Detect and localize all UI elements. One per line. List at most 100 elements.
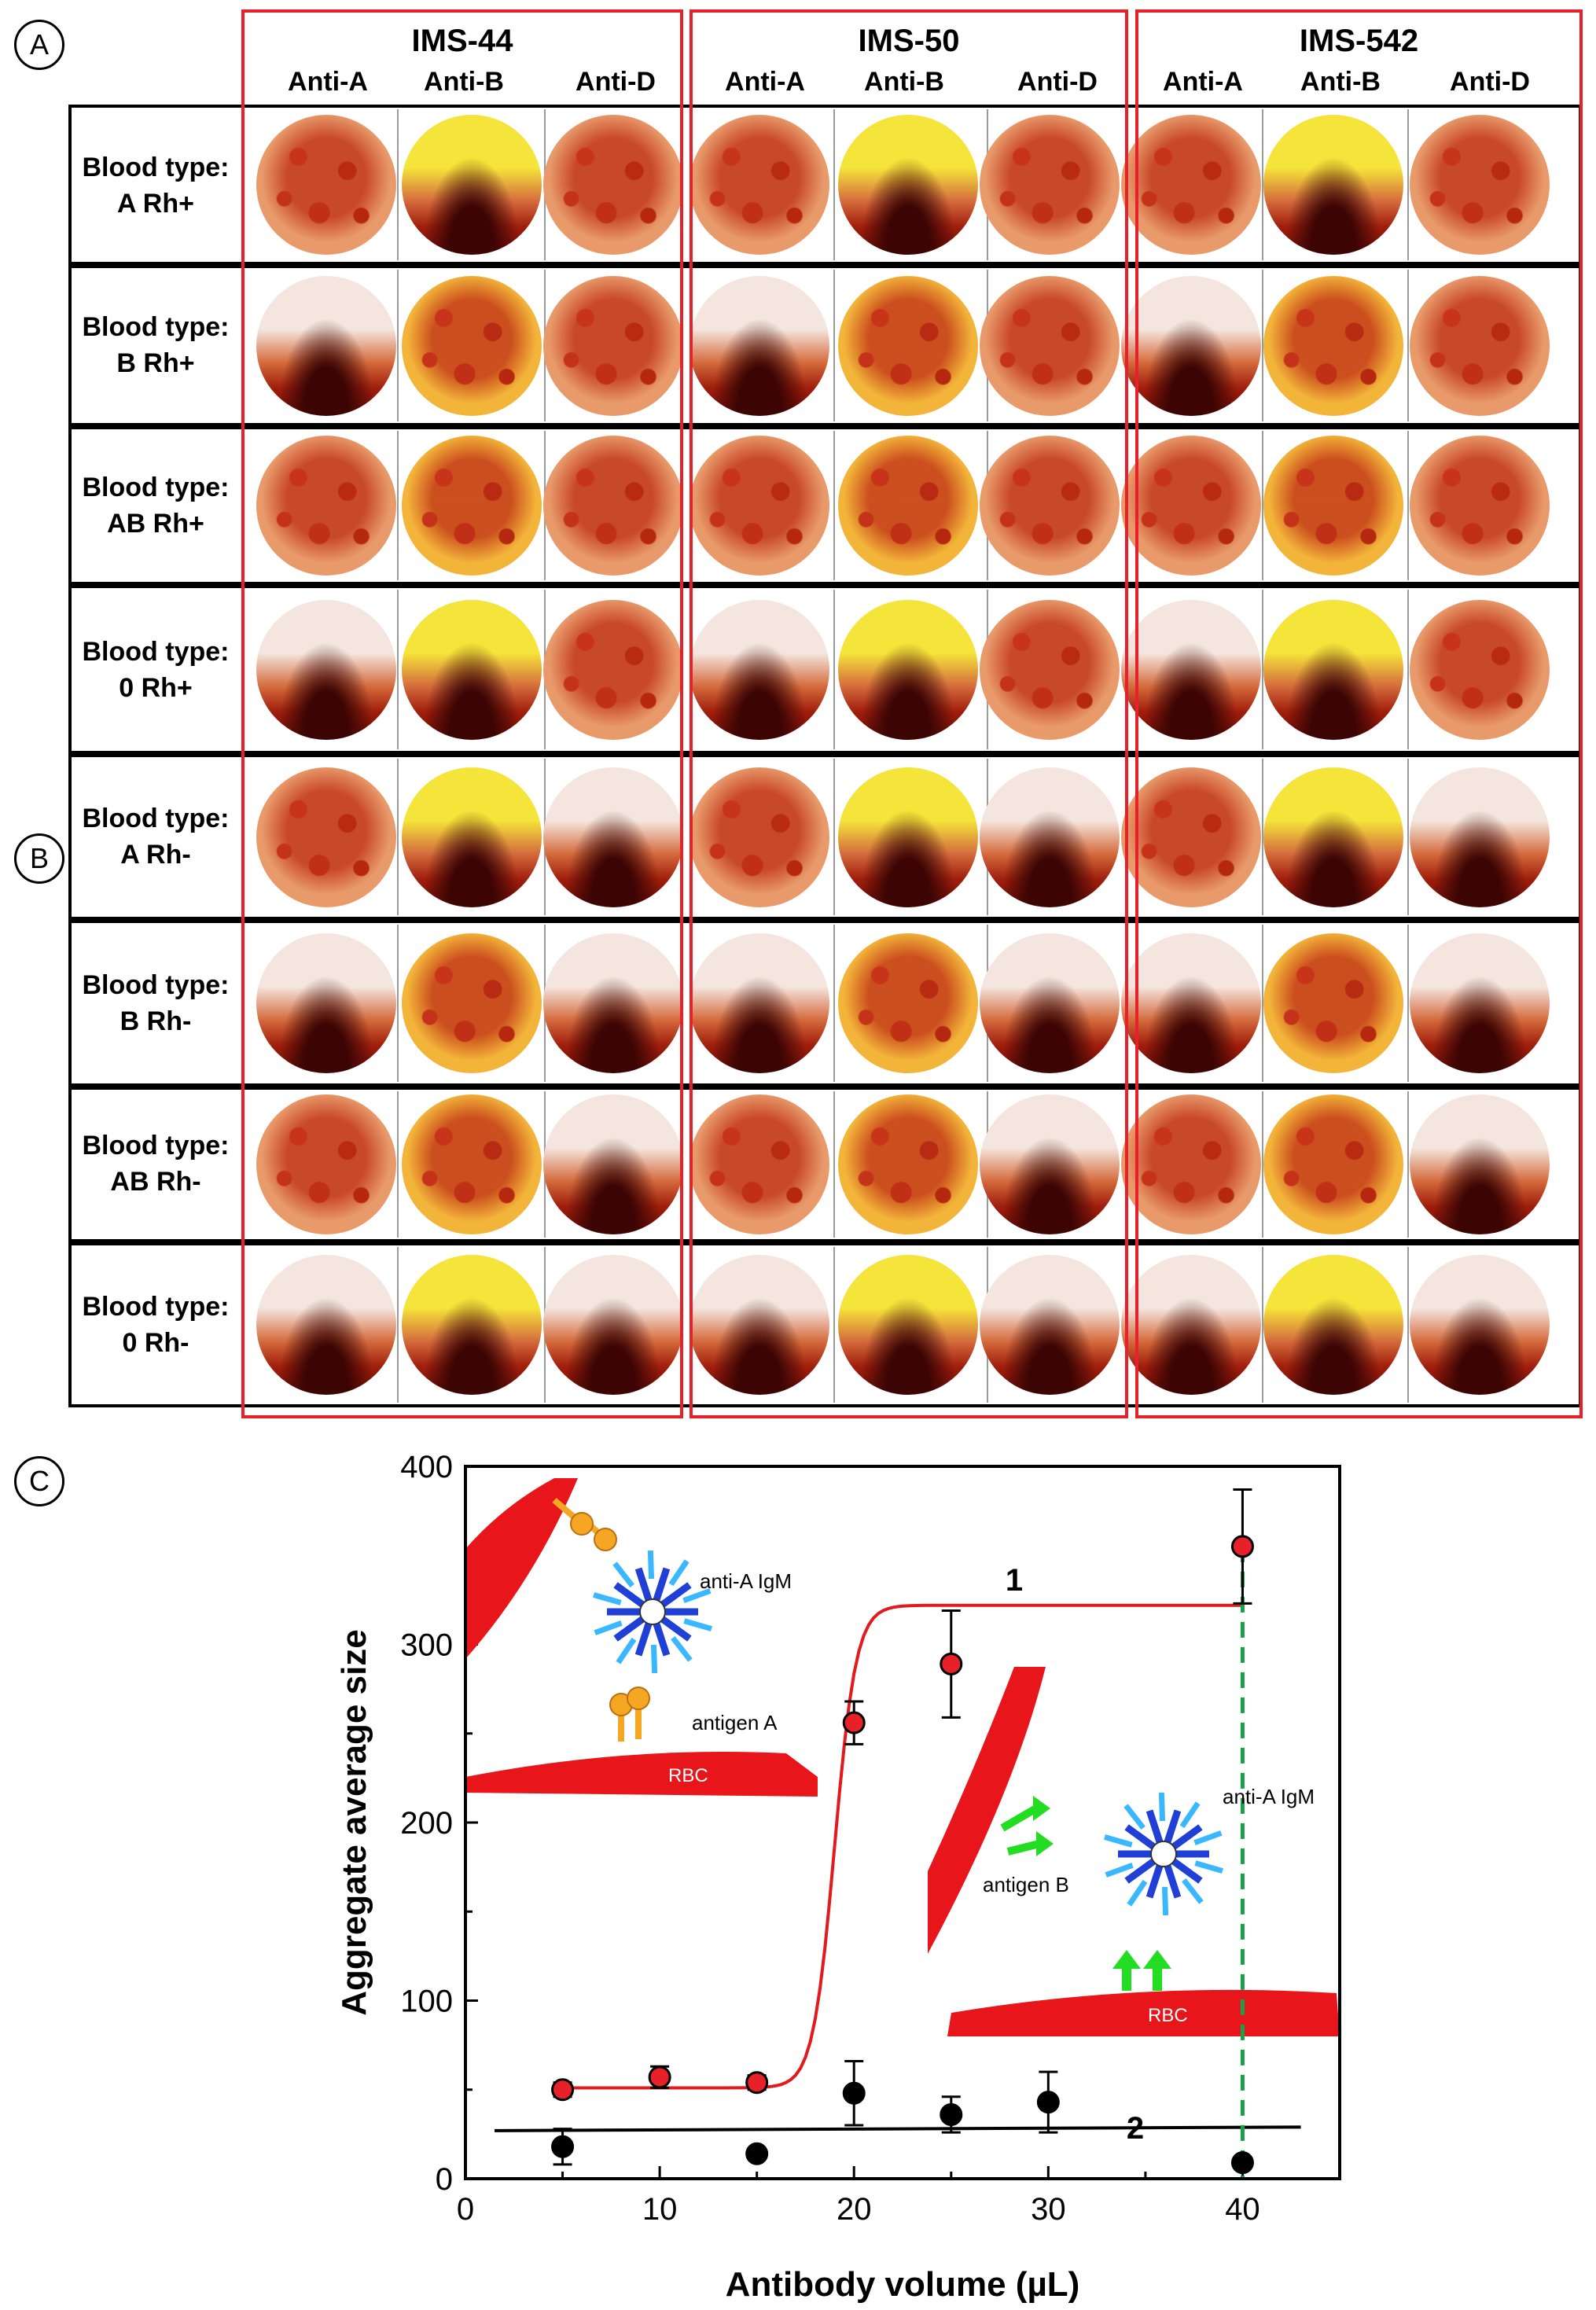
sample-well-agglutinated-anti-d <box>1410 115 1550 255</box>
sample-well-settled-anti-b <box>402 1255 542 1395</box>
inset2-igm-heavy-chain <box>1164 1863 1182 1899</box>
inset1-antibody-label: anti-A IgM <box>700 1569 792 1593</box>
sample-well-agglutinated-anti-d <box>980 275 1120 416</box>
column-label-anti-b: Anti-B <box>424 67 504 97</box>
inset1-igm-light-chain <box>668 1559 690 1587</box>
antigen-b-head <box>1112 1950 1141 1969</box>
x-tick-label: 40 <box>1225 2192 1260 2227</box>
group-title-ims-50: IMS-50 <box>858 24 960 58</box>
inset2-antigen-label: antigen B <box>983 1873 1069 1896</box>
inset2-rbc-bottom <box>947 1989 1340 2036</box>
series-2-point <box>1230 2151 1254 2175</box>
y-tick-label: 300 <box>400 1628 453 1663</box>
sample-well-agglutinated-anti-a <box>1121 767 1261 907</box>
cell-divider <box>1262 759 1263 915</box>
cell-divider <box>1262 270 1263 421</box>
inset2-rbc-label: RBC <box>1148 2005 1188 2026</box>
inset1-igm-heavy-chain <box>613 1582 646 1609</box>
sample-well-settled-anti-d <box>543 1094 683 1234</box>
y-tick-label: 0 <box>436 2162 453 2197</box>
cell-divider <box>1407 270 1409 421</box>
cell-divider <box>397 1247 399 1403</box>
inset2-igm-heavy-chain <box>1170 1857 1203 1884</box>
cell-divider <box>397 109 399 260</box>
inset1-igm-heavy-chain <box>634 1620 653 1657</box>
cell-divider <box>1407 925 1409 1082</box>
sample-well-settled-anti-a <box>1121 275 1261 416</box>
sample-well-settled-anti-b <box>1263 115 1403 255</box>
series-1-fit-curve <box>562 1603 1243 2090</box>
cell-divider <box>1262 925 1263 1082</box>
sample-well-agglutinated-anti-b <box>1263 436 1403 576</box>
antigen-a-knob <box>594 1528 617 1551</box>
sample-well-settled-anti-a <box>1121 1255 1261 1395</box>
row-label-ab-rh-neg: Blood type: AB Rh- <box>82 1131 230 1197</box>
sample-well-agglutinated-anti-a <box>256 436 396 576</box>
sample-well-settled-anti-b <box>1263 767 1403 907</box>
cell-divider <box>397 925 399 1082</box>
column-label-anti-d: Anti-D <box>1450 67 1530 97</box>
sample-well-agglutinated-anti-b <box>402 1094 542 1234</box>
cell-divider <box>1407 590 1409 749</box>
sample-well-agglutinated-anti-d <box>543 599 683 740</box>
inset2-igm-heavy-chain <box>1124 1857 1157 1884</box>
y-axis-label: Aggregate average size <box>335 1629 373 2016</box>
cell-divider <box>1407 109 1409 260</box>
sample-well-agglutinated-anti-a <box>256 115 396 255</box>
sample-well-settled-anti-d <box>1410 1255 1550 1395</box>
sample-well-agglutinated-anti-b <box>838 275 978 416</box>
series-1-point <box>1230 1535 1254 1558</box>
sample-well-agglutinated-anti-b <box>402 275 542 416</box>
sample-well-settled-anti-b <box>838 767 978 907</box>
inset1-igm-light-chain <box>650 1644 658 1674</box>
cell-divider <box>1262 1247 1263 1403</box>
series-label-1: 1 <box>1006 1563 1023 1598</box>
sample-well-settled-anti-b <box>838 1255 978 1395</box>
sample-well-agglutinated-anti-a <box>1121 1094 1261 1234</box>
y-tick-label: 200 <box>400 1806 453 1841</box>
antigen-b-stalk <box>1006 1840 1041 1856</box>
row-label-b-rh-pos: Blood type: B Rh+ <box>82 312 230 378</box>
inset1-igm-light-chain <box>593 1592 622 1606</box>
cell-divider <box>833 759 835 915</box>
series-2-point <box>1036 2091 1060 2114</box>
sample-well-settled-anti-a <box>1121 933 1261 1073</box>
inset1-igm-light-chain <box>683 1618 712 1631</box>
column-label-anti-b: Anti-B <box>1300 67 1381 97</box>
cell-divider <box>1262 1091 1263 1238</box>
inset2-igm-light-chain <box>1194 1860 1223 1874</box>
inset1-igm-light-chain <box>612 1561 634 1588</box>
cell-divider <box>397 431 399 580</box>
group-box-ims-44 <box>241 9 683 1418</box>
cell-divider <box>1262 109 1263 260</box>
cell-divider <box>833 431 835 580</box>
sample-well-agglutinated-anti-b <box>838 1094 978 1234</box>
sample-well-settled-anti-a <box>256 1255 396 1395</box>
sample-well-agglutinated-anti-b <box>1263 933 1403 1073</box>
inset1-rbc-label: RBC <box>668 1765 708 1786</box>
group-title-ims-542: IMS-542 <box>1299 24 1419 58</box>
column-label-anti-d: Anti-D <box>1017 67 1098 97</box>
sample-well-settled-anti-a <box>256 275 396 416</box>
y-tick-label: 100 <box>400 1984 453 2019</box>
cell-divider <box>1407 759 1409 915</box>
inset2-igm-light-chain <box>1105 1863 1134 1878</box>
cell-divider <box>397 590 399 749</box>
cell-divider <box>1262 590 1263 749</box>
series-1-point <box>745 2071 769 2095</box>
antigen-a-knob <box>570 1512 594 1536</box>
inset1-igm-heavy-chain <box>613 1615 646 1642</box>
inset2-rbc-side <box>928 1667 1046 1954</box>
group-title-ims-44: IMS-44 <box>411 24 513 58</box>
inset1-igm-heavy-chain <box>634 1567 653 1603</box>
cell-divider <box>397 270 399 421</box>
sample-well-settled-anti-d <box>543 1255 683 1395</box>
inset2-igm-light-chain <box>1161 1886 1169 1916</box>
cell-divider <box>833 1247 835 1403</box>
x-tick-label: 20 <box>837 2192 872 2227</box>
sample-well-settled-anti-a <box>1121 599 1261 740</box>
inset1-igm-light-chain <box>682 1588 712 1603</box>
inset2-igm-light-chain <box>1123 1804 1146 1830</box>
column-label-anti-b: Anti-B <box>864 67 944 97</box>
row-label-b-rh-neg: Blood type: B Rh- <box>82 970 230 1036</box>
